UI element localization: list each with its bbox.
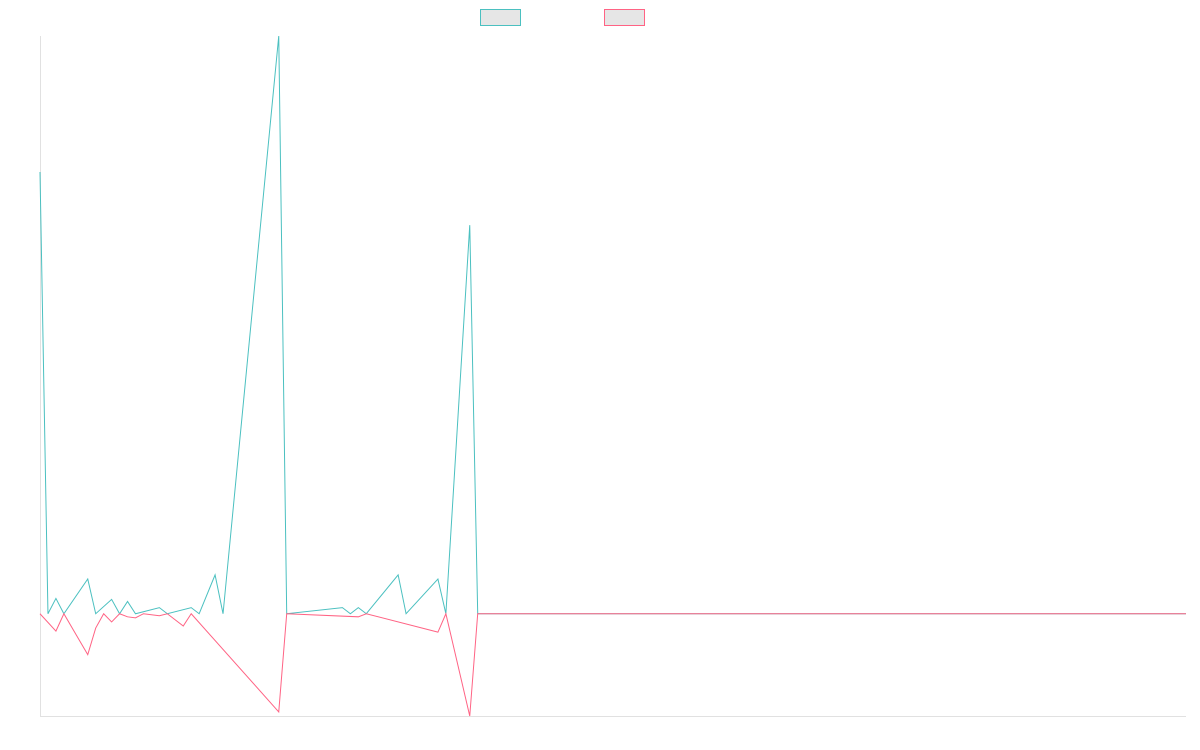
series-line-a xyxy=(39,35,1186,615)
legend[interactable] xyxy=(480,9,645,26)
series-line-b xyxy=(39,612,1186,717)
legend-swatch-series-a[interactable] xyxy=(480,9,521,26)
plot-area xyxy=(39,35,1186,717)
legend-swatch-series-b[interactable] xyxy=(604,9,645,26)
